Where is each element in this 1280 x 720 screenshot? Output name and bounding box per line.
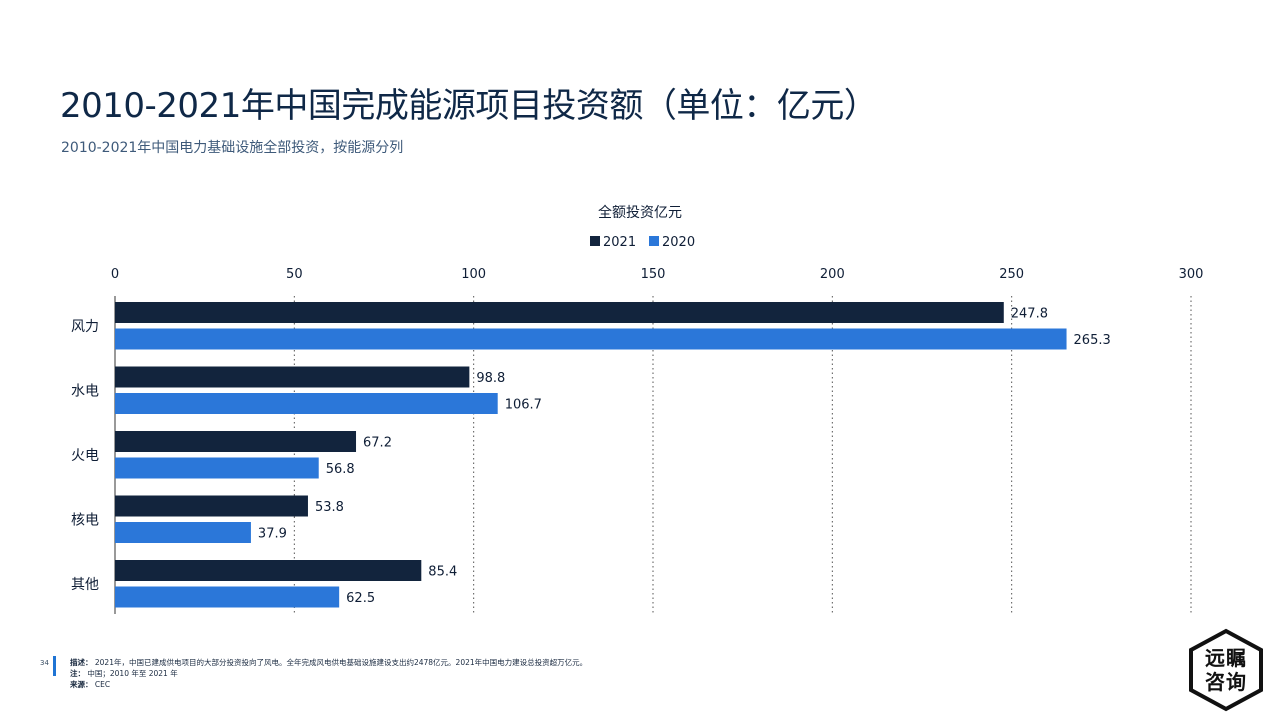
bar-chart: 全额投资亿元 2021 2020 0 50 100 150 200 250 300 风力 247.8 2… <box>71 204 1204 614</box>
source-line: 来源： CEC <box>70 679 830 690</box>
data-label-2021-4: 85.4 <box>428 565 457 580</box>
x-tick-label-100: 100 <box>461 267 486 282</box>
x-tick-label-200: 200 <box>820 267 845 282</box>
bar-2020-2 <box>115 457 319 479</box>
bar-2021-1 <box>115 366 470 388</box>
category-label-0: 风力 <box>71 319 99 335</box>
footer-notes: 描述： 2021年，中国已建成供电项目的大部分投资投向了风电。全年完成风电供电基… <box>70 657 830 690</box>
x-tick-label-0: 0 <box>111 267 119 282</box>
bar-2020-1 <box>115 393 498 414</box>
x-tick-label-300: 300 <box>1179 267 1204 282</box>
x-tick-label-150: 150 <box>641 267 666 282</box>
bar-2020-0 <box>115 328 1067 350</box>
logo-line1: 远瞩 <box>1205 646 1247 670</box>
source-text: CEC <box>94 680 111 689</box>
note-label: 注： <box>70 669 85 678</box>
x-tick-label-250: 250 <box>999 267 1024 282</box>
description-text: 2021年，中国已建成供电项目的大部分投资投向了风电。全年完成风电供电基础设施建… <box>94 658 588 667</box>
data-label-2021-1: 98.8 <box>476 371 505 386</box>
legend-swatch-2021 <box>590 236 600 246</box>
data-label-2020-0: 265.3 <box>1074 333 1111 348</box>
bar-2020-3 <box>115 522 251 543</box>
description-line: 描述： 2021年，中国已建成供电项目的大部分投资投向了风电。全年完成风电供电基… <box>70 657 830 668</box>
x-tick-label-50: 50 <box>286 267 303 282</box>
page-subtitle: 2010-2021年中国电力基础设施全部投资，按能源分列 <box>61 140 404 156</box>
data-label-2021-2: 67.2 <box>363 436 392 451</box>
category-label-1: 水电 <box>71 383 99 399</box>
data-label-2020-3: 37.9 <box>258 527 287 542</box>
data-label-2020-2: 56.8 <box>326 462 355 477</box>
chart-title: 全额投资亿元 <box>598 204 682 221</box>
logo-line2: 咨询 <box>1205 670 1247 694</box>
bar-2021-4 <box>115 560 422 581</box>
legend-swatch-2020 <box>649 236 659 246</box>
source-label: 来源： <box>70 680 93 689</box>
data-label-2020-1: 106.7 <box>505 398 542 413</box>
logo-text: 远瞩 咨询 <box>1199 646 1253 694</box>
bar-2020-4 <box>115 586 340 608</box>
note-text: 中国；2010 年至 2021 年 <box>87 669 178 678</box>
page-number: 34 <box>40 659 49 667</box>
bar-2021-2 <box>115 431 357 452</box>
bar-2021-3 <box>115 495 308 517</box>
bar-2021-0 <box>115 302 1004 323</box>
data-label-2021-3: 53.8 <box>315 500 344 515</box>
page-title: 2010-2021年中国完成能源项目投资额（单位：亿元） <box>60 86 878 126</box>
note-line: 注： 中国；2010 年至 2021 年 <box>70 668 830 679</box>
data-label-2021-0: 247.8 <box>1011 307 1048 322</box>
category-label-4: 其他 <box>71 577 99 593</box>
description-label: 描述： <box>70 658 93 667</box>
data-label-2020-4: 62.5 <box>346 591 375 606</box>
legend-label-2020: 2020 <box>662 235 695 250</box>
footer-accent-bar <box>53 656 56 676</box>
company-logo <box>1189 628 1263 712</box>
category-label-3: 核电 <box>71 512 99 528</box>
category-label-2: 火电 <box>71 448 99 464</box>
legend-label-2021: 2021 <box>603 235 636 250</box>
